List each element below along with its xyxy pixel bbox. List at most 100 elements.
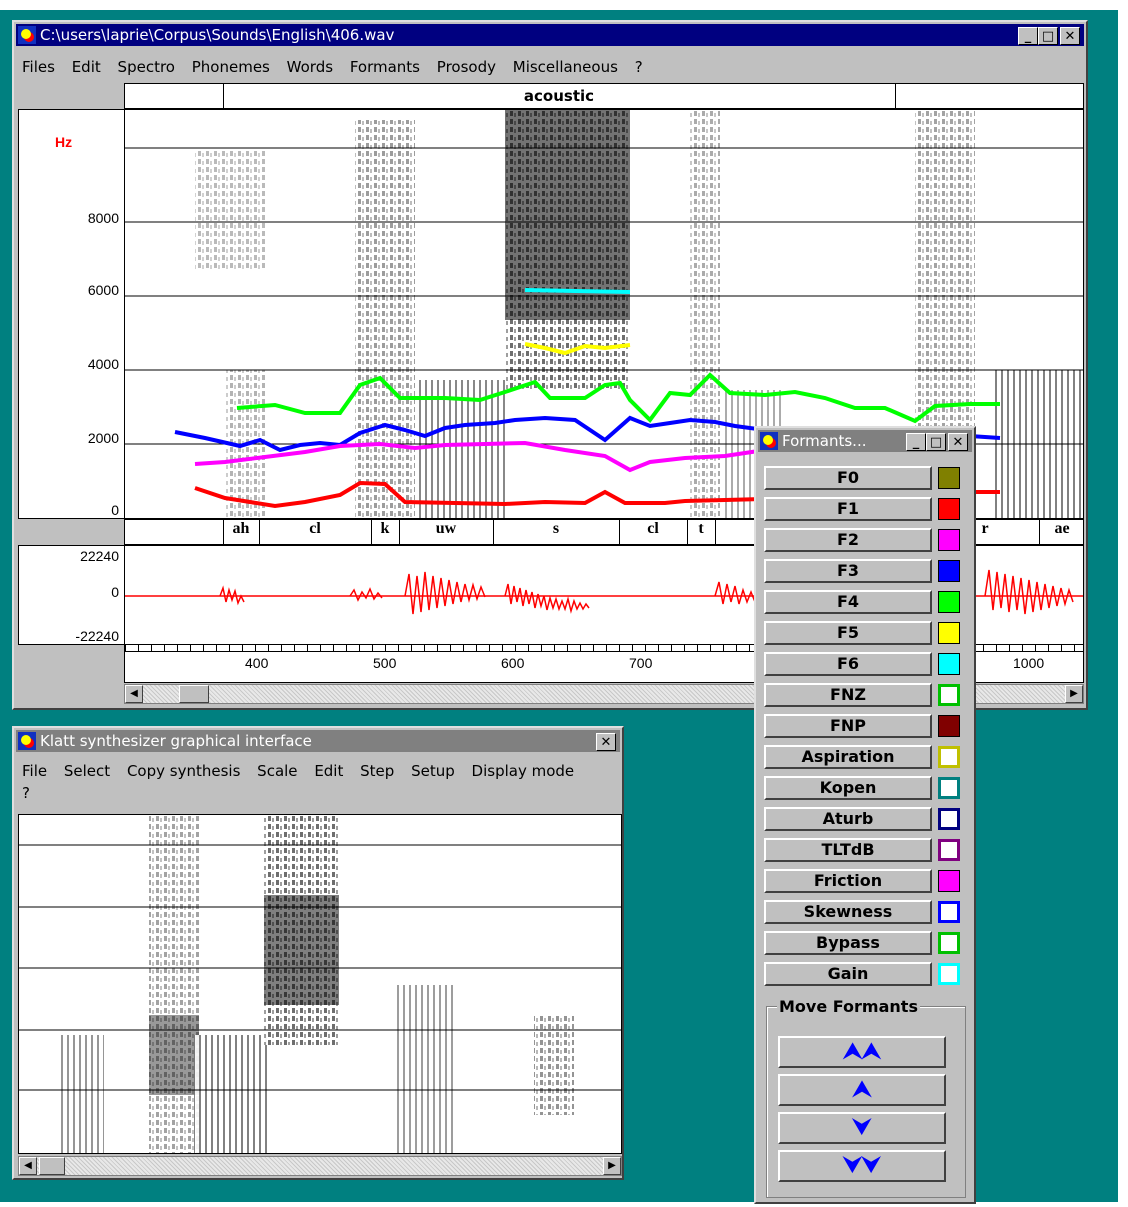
phoneme-cl[interactable]: cl (309, 520, 321, 537)
formants-titlebar[interactable]: Formants... _ □ ✕ (758, 430, 972, 452)
main-title: C:\users\laprie\Corpus\Sounds\English\40… (40, 26, 395, 44)
param-button-tltdb[interactable]: TLTdB (764, 838, 932, 862)
y-tick-2000: 2000 (87, 430, 119, 446)
klatt-energy (149, 815, 199, 1153)
param-color-swatch-f5[interactable] (938, 622, 960, 644)
move-up-fast-button[interactable]: ⮝⮝ (778, 1036, 946, 1068)
param-button-friction[interactable]: Friction (764, 869, 932, 893)
klatt-energy (149, 1015, 199, 1095)
phoneme-s[interactable]: s (552, 520, 560, 537)
menu-files[interactable]: Files (22, 58, 55, 76)
formants-maximize-button[interactable]: □ (926, 433, 946, 451)
param-color-swatch-gain[interactable] (938, 963, 960, 985)
param-color-swatch-f3[interactable] (938, 560, 960, 582)
phoneme-divider (1039, 520, 1040, 544)
minimize-button[interactable]: _ (1018, 27, 1038, 45)
klatt-scroll-left-button[interactable]: ◀ (19, 1157, 37, 1175)
param-button-f3[interactable]: F3 (764, 559, 932, 583)
phoneme-ah[interactable]: ah (232, 520, 250, 537)
param-button-fnz[interactable]: FNZ (764, 683, 932, 707)
param-color-swatch-f4[interactable] (938, 591, 960, 613)
klatt-titlebar[interactable]: Klatt synthesizer graphical interface ✕ (16, 730, 620, 752)
main-titlebar[interactable]: C:\users\laprie\Corpus\Sounds\English\40… (16, 24, 1084, 46)
param-color-swatch-fnz[interactable] (938, 684, 960, 706)
app-icon[interactable] (18, 732, 36, 750)
menu-spectro[interactable]: Spectro (117, 58, 175, 76)
param-color-swatch-tltdb[interactable] (938, 839, 960, 861)
phoneme-t[interactable]: t (698, 520, 704, 537)
move-down-button[interactable]: ⮟ (778, 1112, 946, 1144)
phoneme-ae[interactable]: ae (1054, 520, 1070, 537)
phoneme-cl-2[interactable]: cl (647, 520, 659, 537)
phoneme-r[interactable]: r (981, 520, 989, 537)
menu-prosody[interactable]: Prosody (436, 58, 496, 76)
param-color-swatch-f0[interactable] (938, 467, 960, 489)
param-button-f5[interactable]: F5 (764, 621, 932, 645)
klatt-menu-copy-synthesis[interactable]: Copy synthesis (126, 762, 241, 780)
phoneme-divider (493, 520, 494, 544)
move-up-button[interactable]: ⮝ (778, 1074, 946, 1106)
param-color-swatch-aspiration[interactable] (938, 746, 960, 768)
param-button-f4[interactable]: F4 (764, 590, 932, 614)
formants-minimize-button[interactable]: _ (906, 433, 926, 451)
time-tick-500: 500 (373, 655, 397, 671)
param-button-f1[interactable]: F1 (764, 497, 932, 521)
klatt-menu-setup[interactable]: Setup (411, 762, 455, 780)
param-color-swatch-fnp[interactable] (938, 715, 960, 737)
spectro-energy (355, 120, 415, 518)
klatt-hscrollbar[interactable]: ◀ ▶ (18, 1156, 622, 1176)
param-button-aspiration[interactable]: Aspiration (764, 745, 932, 769)
param-button-fnp[interactable]: FNP (764, 714, 932, 738)
menu-phonemes[interactable]: Phonemes (191, 58, 270, 76)
menu-words[interactable]: Words (286, 58, 334, 76)
klatt-spectrogram-panel[interactable] (18, 814, 622, 1154)
param-button-f0[interactable]: F0 (764, 466, 932, 490)
scroll-thumb[interactable] (179, 685, 209, 703)
param-button-kopen[interactable]: Kopen (764, 776, 932, 800)
scroll-left-button[interactable]: ◀ (125, 685, 143, 703)
klatt-menu-select[interactable]: Select (63, 762, 111, 780)
param-button-f2[interactable]: F2 (764, 528, 932, 552)
param-color-swatch-skewness[interactable] (938, 901, 960, 923)
param-button-f6[interactable]: F6 (764, 652, 932, 676)
param-button-skewness[interactable]: Skewness (764, 900, 932, 924)
klatt-menu-help[interactable]: ? (22, 784, 30, 802)
menu-formants[interactable]: Formants (349, 58, 420, 76)
klatt-menu-edit[interactable]: Edit (314, 762, 344, 780)
klatt-menu-scale[interactable]: Scale (257, 762, 298, 780)
close-button[interactable]: ✕ (1060, 27, 1080, 45)
menu-help[interactable]: ? (634, 58, 643, 76)
klatt-scroll-right-button[interactable]: ▶ (603, 1157, 621, 1175)
maximize-button[interactable]: □ (1038, 27, 1058, 45)
phoneme-uw[interactable]: uw (435, 520, 457, 537)
param-color-swatch-bypass[interactable] (938, 932, 960, 954)
param-color-swatch-aturb[interactable] (938, 808, 960, 830)
param-color-swatch-f1[interactable] (938, 498, 960, 520)
menu-miscellaneous[interactable]: Miscellaneous (512, 58, 618, 76)
klatt-energy (264, 895, 339, 1005)
y-tick-6000: 6000 (87, 282, 119, 298)
move-down-fast-button[interactable]: ⮟⮟ (778, 1150, 946, 1182)
param-color-swatch-friction[interactable] (938, 870, 960, 892)
phoneme-k[interactable]: k (380, 520, 390, 537)
param-color-swatch-f2[interactable] (938, 529, 960, 551)
formants-close-button[interactable]: ✕ (948, 433, 968, 451)
klatt-energy (394, 985, 454, 1153)
klatt-menu-step[interactable]: Step (360, 762, 395, 780)
klatt-menu-display-mode[interactable]: Display mode (471, 762, 575, 780)
klatt-close-button[interactable]: ✕ (596, 733, 616, 751)
y-tick-8000: 8000 (87, 210, 119, 226)
param-button-aturb[interactable]: Aturb (764, 807, 932, 831)
param-color-swatch-f6[interactable] (938, 653, 960, 675)
app-icon[interactable] (760, 432, 778, 450)
param-button-gain[interactable]: Gain (764, 962, 932, 986)
klatt-window: Klatt synthesizer graphical interface ✕ … (12, 726, 624, 1180)
klatt-menu-file[interactable]: File (22, 762, 48, 780)
menu-edit[interactable]: Edit (71, 58, 101, 76)
param-button-bypass[interactable]: Bypass (764, 931, 932, 955)
param-color-swatch-kopen[interactable] (938, 777, 960, 799)
app-icon[interactable] (18, 26, 36, 44)
klatt-scroll-thumb[interactable] (39, 1157, 65, 1175)
time-tick-400: 400 (245, 655, 269, 671)
scroll-right-button[interactable]: ▶ (1065, 685, 1083, 703)
